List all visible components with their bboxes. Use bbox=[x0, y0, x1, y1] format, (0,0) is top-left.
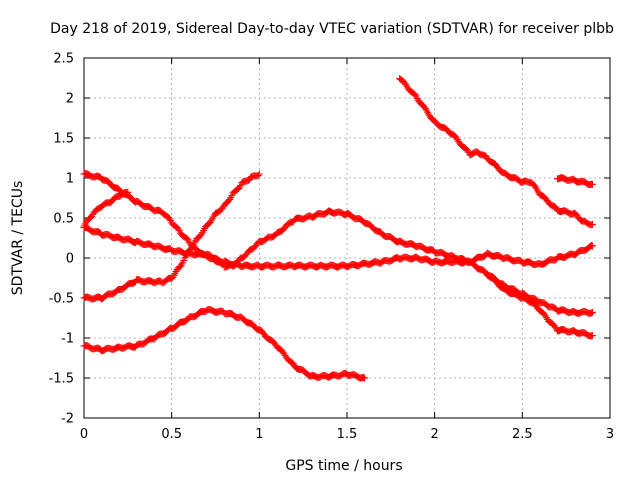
data-point bbox=[255, 170, 263, 178]
data-point bbox=[411, 91, 419, 99]
data-point bbox=[187, 244, 195, 252]
data-point bbox=[361, 374, 369, 382]
data-point bbox=[236, 183, 244, 191]
data-point bbox=[124, 188, 132, 196]
y-tick-label: -1 bbox=[61, 332, 74, 347]
data-point bbox=[169, 273, 177, 281]
chart-title: Day 218 of 2019, Sidereal Day-to-day VTE… bbox=[50, 21, 614, 37]
data-point bbox=[226, 195, 234, 203]
y-tick-label: 2.5 bbox=[53, 52, 74, 67]
data-point bbox=[588, 332, 596, 340]
x-tick-label: 0.5 bbox=[161, 427, 182, 442]
data-point bbox=[174, 225, 182, 233]
x-axis-label: GPS time / hours bbox=[285, 458, 402, 474]
data-point bbox=[587, 309, 595, 317]
series-track-8 bbox=[483, 271, 596, 340]
data-point bbox=[197, 230, 205, 238]
grid bbox=[84, 58, 610, 418]
series-track-6 bbox=[396, 75, 596, 229]
x-tick-label: 1 bbox=[255, 427, 263, 442]
y-tick-label: 0.5 bbox=[53, 212, 74, 227]
x-tick-label: 1.5 bbox=[337, 427, 358, 442]
y-tick-label: -0.5 bbox=[49, 292, 74, 307]
y-tick-label: -2 bbox=[61, 412, 74, 427]
data-point bbox=[176, 263, 184, 271]
data-point bbox=[360, 373, 368, 381]
series-track-2 bbox=[80, 188, 132, 230]
y-tick-label: 2 bbox=[66, 92, 74, 107]
data-point bbox=[254, 171, 262, 179]
data-point bbox=[588, 180, 596, 188]
y-tick-label: 1 bbox=[66, 172, 74, 187]
data-point bbox=[541, 312, 549, 320]
axis-ticks: 0 0.5 1 1.5 2 2.5 3 -2 -1.5 -1 -0.5 0 0.5 1 1.5 2 2.5 bbox=[49, 52, 615, 443]
data-point bbox=[464, 147, 472, 155]
y-tick-label: -1.5 bbox=[49, 372, 74, 387]
y-tick-label: 0 bbox=[66, 252, 74, 267]
data-point bbox=[165, 215, 173, 223]
data-point bbox=[551, 323, 559, 331]
series-track-3 bbox=[80, 207, 596, 317]
x-tick-label: 0 bbox=[80, 427, 88, 442]
data-point bbox=[588, 308, 596, 316]
y-tick-label: 1.5 bbox=[53, 132, 74, 147]
series-track-4 bbox=[80, 170, 263, 303]
y-axis-label: SDTVAR / TECUs bbox=[10, 181, 26, 296]
x-tick-label: 2 bbox=[431, 427, 439, 442]
series-track-5 bbox=[80, 305, 369, 382]
data-point bbox=[588, 220, 596, 228]
x-tick-label: 2.5 bbox=[512, 427, 533, 442]
series-track-7 bbox=[553, 174, 596, 189]
data-point bbox=[588, 242, 596, 250]
x-tick-label: 3 bbox=[606, 427, 614, 442]
data-points bbox=[80, 75, 596, 382]
data-point bbox=[183, 235, 191, 243]
data-point bbox=[421, 104, 429, 112]
series-track-1 bbox=[80, 170, 596, 271]
